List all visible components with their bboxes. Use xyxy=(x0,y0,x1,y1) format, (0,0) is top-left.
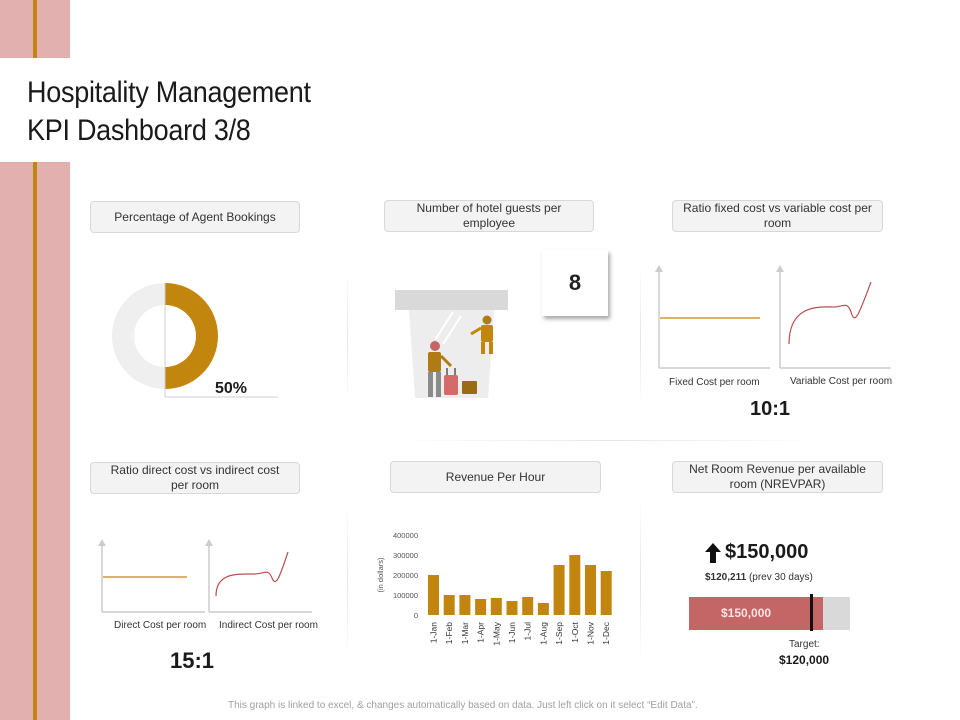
variable-cost-caption: Variable Cost per room xyxy=(790,376,893,387)
kpi-label-revenue-per-hour: Revenue Per Hour xyxy=(390,461,601,493)
bar-1-mar xyxy=(459,595,471,615)
kpi-label-direct-vs-indirect: Ratio direct cost vs indirect cost per r… xyxy=(90,462,300,494)
variable-cost-mini-chart xyxy=(776,265,891,369)
nrevpar-value: $150,000 xyxy=(725,541,809,563)
bar-1-may xyxy=(490,598,502,615)
x-tick-label: 1-May xyxy=(491,621,501,645)
y-tick-label: 400000 xyxy=(393,531,418,540)
y-tick-label: 100000 xyxy=(393,591,418,600)
guests-per-employee-value: 8 xyxy=(542,250,608,316)
direct-cost-caption: Direct Cost per room xyxy=(114,620,207,631)
nrevpar-target-label: Target: xyxy=(789,639,820,650)
page-title: Hospitality Management KPI Dashboard 3/8 xyxy=(27,74,311,150)
up-arrow-icon xyxy=(705,542,721,563)
x-tick-label: 1-Jul xyxy=(523,622,533,641)
fixed-variable-ratio: 10:1 xyxy=(750,398,791,420)
nrevpar-progress-fill xyxy=(689,597,824,630)
nrevpar-progress-track: $150,000 xyxy=(689,594,850,631)
bar-1-jan xyxy=(428,575,439,615)
y-tick-label: 300000 xyxy=(393,551,418,560)
kpi-label-nrevpar: Net Room Revenue per available room (NRE… xyxy=(672,461,883,493)
column-divider-3 xyxy=(347,500,348,660)
fixed-cost-caption: Fixed Cost per room xyxy=(669,377,760,388)
gauge-fill xyxy=(165,283,218,389)
bar-1-jul xyxy=(522,597,534,615)
bar-1-jun xyxy=(506,601,518,615)
sidebar-accent-line-top xyxy=(33,0,37,58)
x-tick-label: 1-Aug xyxy=(538,622,548,645)
indirect-cost-mini-chart xyxy=(205,539,312,613)
kpi-label-fixed-vs-variable: Ratio fixed cost vs variable cost per ro… xyxy=(672,200,883,232)
bar-1-oct xyxy=(569,555,581,615)
column-divider-4 xyxy=(640,500,641,660)
row-divider xyxy=(400,440,820,441)
agent-bookings-value: 50% xyxy=(215,380,248,397)
x-tick-label: 1-Jun xyxy=(507,622,517,644)
column-divider-1 xyxy=(347,268,348,408)
bar-1-sep xyxy=(553,565,565,615)
y-tick-label: 0 xyxy=(414,611,418,620)
direct-indirect-ratio: 15:1 xyxy=(170,648,215,673)
bar-1-feb xyxy=(443,595,455,615)
nrevpar-target-marker xyxy=(809,594,813,631)
nrevpar-previous-note: (prev 30 days) xyxy=(748,572,813,583)
indirect-cost-caption: Indirect Cost per room xyxy=(219,620,318,631)
nrevpar-target-value: $120,000 xyxy=(779,653,830,667)
x-tick-label: 1-Dec xyxy=(601,621,611,644)
x-tick-label: 1-Jan xyxy=(429,622,439,644)
x-tick-label: 1-Oct xyxy=(570,621,580,642)
fixed-cost-mini-chart xyxy=(655,265,770,369)
bar-1-nov xyxy=(585,565,596,615)
nrevpar-previous-amount: $120,211 xyxy=(705,572,747,583)
page-title-line1: Hospitality Management xyxy=(27,76,311,109)
nrevpar-previous: $120,211 (prev 30 days) xyxy=(705,572,813,583)
agent-bookings-gauge xyxy=(112,283,278,398)
x-tick-label: 1-Sep xyxy=(554,622,564,645)
nrevpar-bar-label: $150,000 xyxy=(721,606,772,620)
y-tick-label: 200000 xyxy=(393,571,418,580)
bar-1-dec xyxy=(600,571,612,615)
bar-1-aug xyxy=(537,603,549,615)
column-divider-2 xyxy=(640,268,641,408)
hotel-guest-bellhop-icon xyxy=(395,290,508,398)
x-tick-label: 1-Nov xyxy=(586,621,596,644)
page-title-line2: KPI Dashboard 3/8 xyxy=(27,114,251,147)
footer-note: This graph is linked to excel, & changes… xyxy=(228,700,698,711)
x-tick-label: 1-Feb xyxy=(444,622,454,644)
nrevpar-value-row: $150,000 xyxy=(705,541,808,564)
x-tick-label: 1-Apr xyxy=(476,622,486,643)
x-tick-label: 1-Mar xyxy=(460,622,470,644)
gauge-track xyxy=(112,283,165,389)
kpi-label-agent-bookings: Percentage of Agent Bookings xyxy=(90,201,300,233)
bar-1-apr xyxy=(475,599,487,615)
sidebar-accent-line-bottom xyxy=(33,162,37,720)
kpi-label-guests-per-employee: Number of hotel guests per employee xyxy=(384,200,594,232)
direct-cost-mini-chart xyxy=(98,539,205,613)
y-axis-label: (in dollars) xyxy=(376,557,385,593)
revenue-per-hour-chart: 0 100000 200000 300000 400000 (in dollars) 1-J… xyxy=(376,531,612,646)
